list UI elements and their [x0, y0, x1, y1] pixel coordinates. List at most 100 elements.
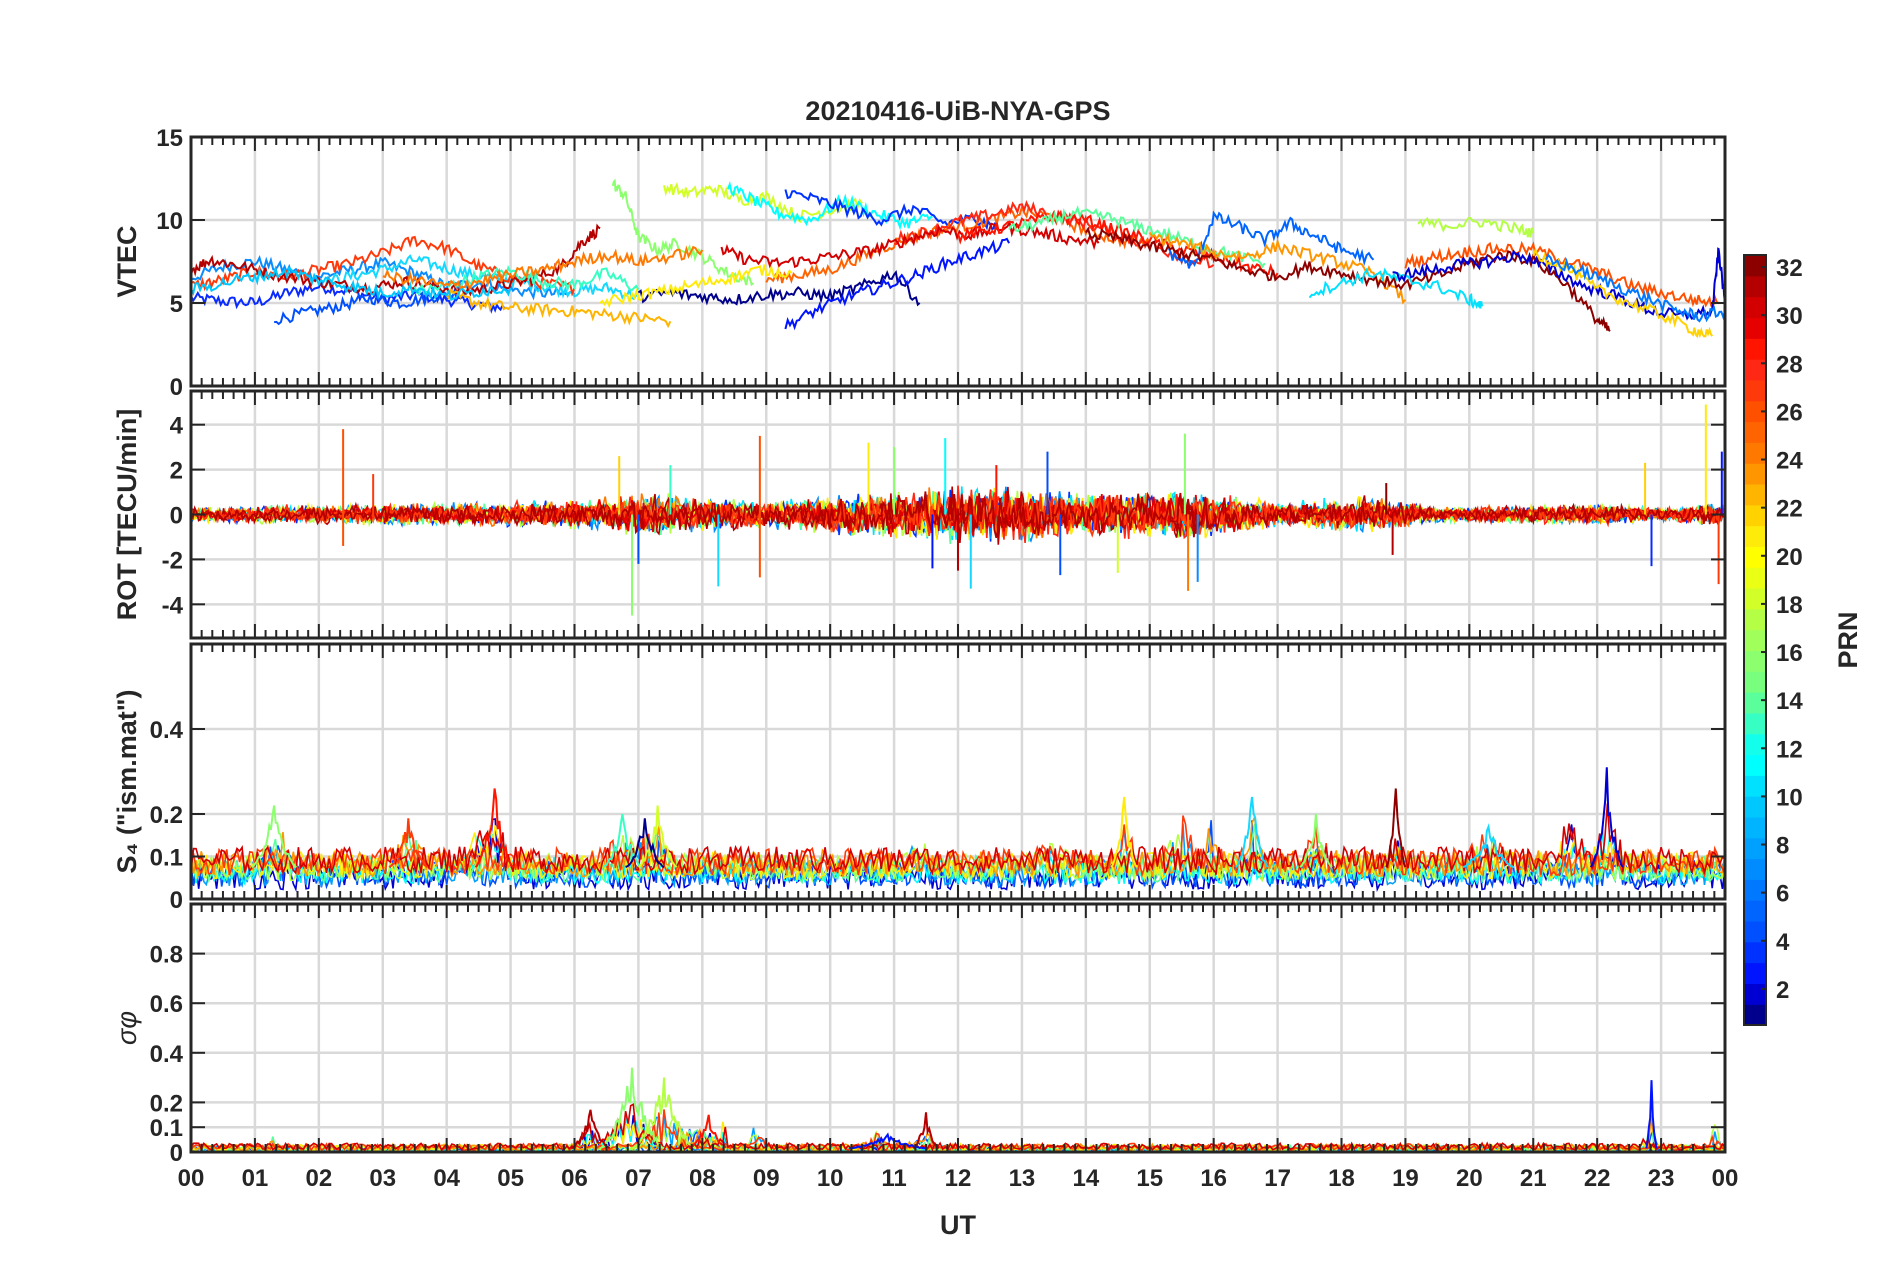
- colorbar-tick-label: 4: [1776, 929, 1790, 956]
- colorbar-swatch: [1744, 712, 1766, 735]
- y-axis-label: ROT [TECU/min]: [112, 409, 142, 620]
- colorbar-swatch: [1744, 629, 1766, 652]
- scint-bump: [637, 805, 678, 868]
- x-ticks: [190, 136, 1726, 387]
- series-prn-24: [382, 245, 704, 291]
- x-tick-label: 16: [1200, 1165, 1227, 1192]
- colorbar-swatch: [1744, 941, 1766, 964]
- colorbar-swatch: [1744, 837, 1766, 860]
- colorbar-swatch: [1744, 1004, 1766, 1026]
- x-ticks: [190, 391, 1726, 638]
- y-tick-label: 15: [156, 125, 183, 152]
- colorbar-tick-label: 20: [1776, 544, 1803, 571]
- x-tick-label: 04: [433, 1165, 460, 1192]
- x-tick-label: 09: [753, 1165, 780, 1192]
- colorbar-swatch: [1744, 359, 1766, 381]
- colorbar-swatch: [1744, 567, 1766, 589]
- colorbar-swatch: [1744, 775, 1766, 797]
- series-prn-9: [1545, 253, 1725, 323]
- colorbar-tick-label: 8: [1776, 833, 1789, 860]
- colorbar-swatch: [1744, 754, 1766, 776]
- colorbar-tick-label: 30: [1776, 303, 1803, 330]
- series-prn-14: [726, 181, 933, 231]
- colorbar-tick-label: 18: [1776, 592, 1803, 619]
- plot-area: [191, 404, 1724, 616]
- y-tick-label: 5: [170, 291, 183, 318]
- colorbar-tick-label: 6: [1776, 881, 1789, 908]
- colorbar-swatch: [1744, 816, 1766, 839]
- colorbar-tick-label: 24: [1776, 448, 1803, 475]
- y-tick-label: 0: [170, 503, 183, 530]
- scint-bump: [1235, 796, 1269, 868]
- colorbar-swatch: [1744, 900, 1766, 922]
- colorbar-swatch: [1744, 879, 1766, 901]
- series-prn-16: [1008, 205, 1266, 269]
- series-prn-26: [1404, 240, 1720, 308]
- x-tick-label: 03: [369, 1165, 396, 1192]
- scint-bump: [388, 818, 429, 868]
- colorbar-swatch: [1744, 983, 1766, 1005]
- x-tick-label: 12: [945, 1165, 972, 1192]
- x-tick-label: 07: [625, 1165, 652, 1192]
- colorbar-tick-label: 28: [1776, 351, 1803, 378]
- colorbar-swatch: [1744, 275, 1766, 298]
- colorbar-tick-label: 12: [1776, 736, 1803, 763]
- series-prn-4: [784, 237, 1010, 331]
- x-tick-label: 00: [1712, 1165, 1739, 1192]
- colorbar-frame: [1743, 254, 1767, 1026]
- x-ticks: [190, 644, 1726, 900]
- series-prn-21: [1532, 247, 1714, 339]
- colorbar-swatch: [1744, 546, 1766, 568]
- colorbar-tick-label: 26: [1776, 399, 1803, 426]
- panel-s4: 0 0.1 0.2 0.4 S₄ ("ism.mat"): [112, 642, 1727, 914]
- scint-bump: [602, 813, 643, 869]
- x-tick-label: 11: [881, 1165, 906, 1192]
- colorbar-tick-label: 14: [1776, 688, 1803, 715]
- y-tick-label: 0.4: [150, 1041, 184, 1068]
- colorbar-swatch: [1744, 920, 1766, 943]
- x-tick-label: 23: [1648, 1165, 1675, 1192]
- x-tick-label: 08: [689, 1165, 716, 1192]
- scint-bump: [1462, 823, 1515, 869]
- scint-bump: [1645, 1080, 1658, 1149]
- series-prn-5: [274, 287, 467, 326]
- colorbar-tick-label: 16: [1776, 640, 1803, 667]
- x-tick-label: 14: [1072, 1165, 1099, 1192]
- series-prn-11: [191, 265, 512, 302]
- y-tick-label: -2: [162, 547, 183, 574]
- y-tick-label: 4: [170, 413, 184, 440]
- colorbar-swatch: [1744, 692, 1766, 714]
- x-tick-label: 22: [1584, 1165, 1611, 1192]
- x-tick-label: 15: [1136, 1165, 1163, 1192]
- colorbar-tick-label: 32: [1776, 255, 1803, 282]
- x-tick-label: 20: [1456, 1165, 1483, 1192]
- scint-bump: [689, 1114, 727, 1150]
- colorbar-swatch: [1744, 650, 1766, 672]
- scint-series: [191, 803, 1725, 876]
- grid: [189, 904, 1727, 1154]
- y-axis-label: σφ: [112, 1011, 142, 1045]
- y-tick-label: 0.1: [150, 1115, 183, 1142]
- y-axis-label: S₄ ("ism.mat"): [112, 689, 142, 873]
- y-tick-label: 0: [170, 374, 183, 401]
- colorbar-swatch: [1744, 379, 1766, 402]
- series-prn-20: [599, 264, 793, 309]
- series-prn-1: [637, 269, 921, 307]
- colorbar-swatch: [1744, 483, 1766, 506]
- panel-sigma_phi: 00.10.2 0.4 0.6 0.8 σφ 00 01 02 03 04 05 06 07 08 09 10…: [112, 902, 1739, 1192]
- colorbar-swatch: [1744, 421, 1766, 443]
- x-ticks: [190, 904, 1726, 1153]
- colorbar-swatch: [1744, 671, 1766, 693]
- panel-vtec: 0 5 10 15 VTEC: [112, 125, 1727, 401]
- series-prn-17: [611, 178, 755, 287]
- plot-area: [191, 178, 1725, 339]
- series-prn-23: [1148, 231, 1407, 305]
- colorbar-swatch: [1744, 255, 1766, 277]
- chart-title: 20210416-UiB-NYA-GPS: [805, 96, 1110, 126]
- y-tick-label: 2: [170, 458, 183, 485]
- x-tick-label: 01: [242, 1165, 269, 1192]
- scint-bump: [599, 1067, 665, 1150]
